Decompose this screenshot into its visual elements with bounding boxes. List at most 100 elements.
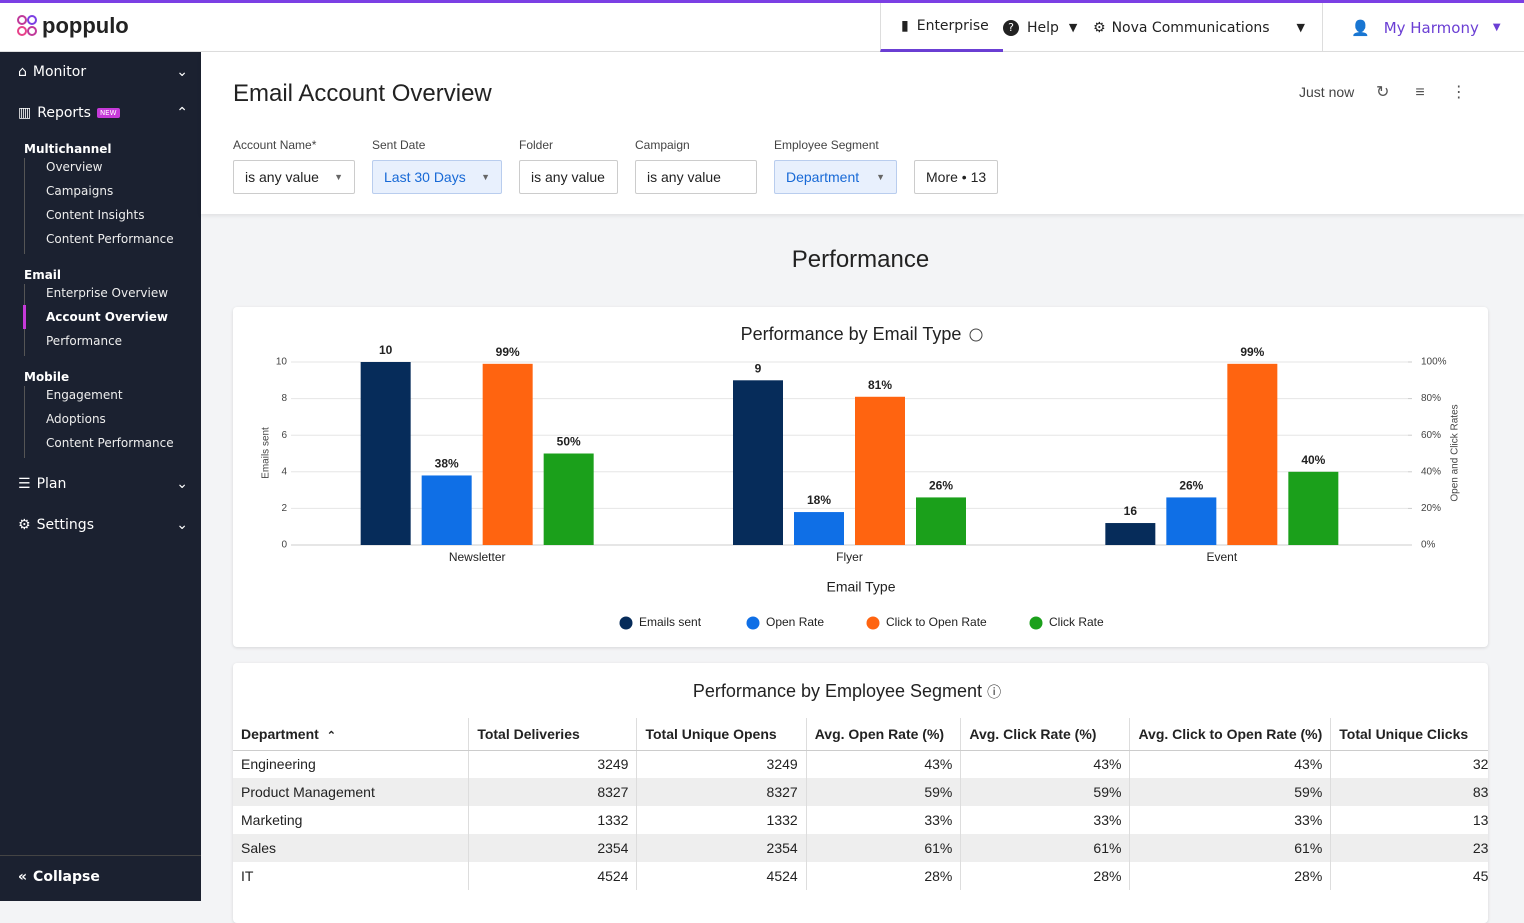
data-label: 40% [1301, 453, 1325, 467]
nav-item[interactable]: Enterprise Overview [46, 286, 169, 300]
table-cell: 1332 [1330, 806, 1488, 834]
column-header[interactable]: Department ⌃ [233, 718, 470, 751]
table-title: Performance by Employee Segment ⓘ [692, 681, 1002, 701]
toolbar-icons[interactable]: ↻≡⋮ [1376, 84, 1493, 101]
nav-item[interactable]: Engagement [46, 388, 123, 402]
filter-panel: Email Account Overview Just now ↻≡⋮ More… [201, 52, 1524, 214]
nav-item[interactable]: Overview [46, 160, 103, 174]
column-header[interactable]: Avg. Click Rate (%) [960, 718, 1131, 751]
table-cell: 2354 [636, 834, 807, 862]
section-title: Performance [791, 246, 930, 273]
updated: Just now [1299, 84, 1355, 100]
filter: Account Name* is any value ▼ [233, 138, 355, 194]
nav-label: Help [1027, 19, 1059, 36]
data-label: 99% [496, 345, 520, 359]
more-button[interactable]: More • 13 [914, 160, 999, 194]
nav-label: Reports [37, 105, 91, 121]
active-marker [23, 305, 26, 329]
filter-select[interactable]: is any value [519, 160, 618, 194]
filter-select[interactable]: Department ▼ [774, 160, 897, 194]
data-label: 99% [1240, 345, 1264, 359]
y-tick-label: 4 [281, 466, 287, 477]
table-cell: Engineering [233, 750, 470, 778]
nav-enterprise[interactable]: ▮ Enterprise [880, 3, 1003, 52]
header-row: Department ⌃ Total Deliveries Total Unique … [233, 718, 1488, 751]
y2-tick-label: 100% [1421, 357, 1447, 368]
table-cell: 3249 [1330, 750, 1488, 778]
bar [855, 396, 905, 545]
y-tick-label: 6 [281, 430, 287, 441]
y-tick-label: 0 [281, 540, 287, 551]
user-menu[interactable]: 👤 My Harmony ▼ [1322, 3, 1524, 52]
column-header[interactable]: Avg. Open Rate (%) [806, 718, 962, 751]
badge: NEW [96, 108, 120, 118]
collapse[interactable]: «Collapse [18, 869, 100, 885]
x-tick-label: Newsletter [449, 550, 506, 564]
nav-item[interactable]: Campaigns [46, 184, 114, 198]
table-cell: 8327 [636, 778, 807, 806]
more-filters[interactable]: More • 13 [914, 138, 999, 194]
data-label: 81% [868, 378, 892, 392]
nav-plan[interactable]: ☰ Plan ⌄ [18, 476, 188, 492]
column-header[interactable]: Total Unique Clicks [1330, 718, 1488, 751]
filter-select[interactable]: is any value ▼ [233, 160, 355, 194]
column-header[interactable]: Total Unique Opens [636, 718, 807, 751]
nav-item[interactable]: Content Performance [46, 232, 174, 246]
table-cell: 61% [1129, 834, 1332, 862]
legend-label[interactable]: Emails sent [639, 615, 702, 629]
x-tick-label: Flyer [836, 550, 863, 564]
legend-label[interactable]: Open Rate [766, 615, 824, 629]
table-cell: 3249 [636, 750, 807, 778]
chart: Performance by Email Type Email Type Ema… [261, 324, 1461, 630]
data-label: 18% [807, 493, 831, 507]
filter-label: Campaign [635, 138, 690, 152]
group-title: Mobile [24, 370, 70, 384]
column-title: Total Deliveries [477, 725, 580, 742]
data-label: 9 [755, 361, 762, 375]
filter-label: Sent Date [372, 138, 426, 152]
bar [360, 362, 411, 545]
table-cell: 28% [960, 862, 1131, 890]
table-title-text: Performance by Employee Segment [692, 681, 983, 701]
nav-item[interactable]: Adoptions [46, 412, 106, 426]
nav-label: Settings [36, 517, 94, 533]
y2-tick-label: 80% [1421, 393, 1441, 404]
bar [794, 512, 844, 545]
nav-help[interactable]: ? Help ▼ [1003, 3, 1077, 52]
chart-card: Performance by Email Type Email Type Ema… [233, 307, 1488, 647]
nav-item[interactable]: Performance [46, 334, 123, 348]
table-cell: 59% [960, 778, 1131, 806]
data-label: 26% [1179, 479, 1203, 493]
legend-swatch [619, 616, 633, 630]
x-axis-title: Email Type [827, 579, 896, 595]
info-icon[interactable] [969, 328, 983, 342]
y2-tick-label: 40% [1421, 466, 1441, 477]
table-cell: Sales [233, 834, 470, 862]
data-label: 16 [1124, 504, 1138, 518]
logo[interactable]: poppulo [42, 13, 129, 38]
nav-reports[interactable]: ▥ Reports NEW ⌃ [18, 105, 188, 121]
filter-label: Account Name* [233, 138, 317, 152]
group-title: Multichannel [24, 142, 112, 156]
nav-label: Monitor [32, 64, 87, 80]
legend-label[interactable]: Click Rate [1049, 615, 1104, 629]
column-header[interactable]: Total Deliveries [468, 718, 638, 751]
nav-item[interactable]: Content Insights [46, 208, 145, 222]
filter-select[interactable]: is any value [635, 160, 757, 194]
y2-tick-label: 60% [1421, 430, 1441, 441]
nav-item[interactable]: Account Overview [46, 310, 168, 324]
legend-swatch [866, 616, 880, 630]
nav-settings[interactable]: ⚙ Settings ⌄ [18, 517, 188, 533]
filter-select[interactable]: Last 30 Days ▼ [372, 160, 502, 194]
column-title: Total Unique Opens [645, 725, 777, 742]
nav-label: Nova Communications [1111, 19, 1270, 36]
collapse-label: Collapse [33, 869, 100, 885]
header: poppulo ▮ Enterprise ? Help ▼ ⚙ Nova Communi… [0, 0, 1524, 52]
nav-item[interactable]: Content Performance [46, 436, 174, 450]
y2-tick-label: 0% [1421, 540, 1436, 551]
nav-account[interactable]: ⚙ Nova Communications ▼ [1093, 19, 1305, 36]
nav-monitor[interactable]: ⌂ Monitor ⌄ [18, 64, 188, 80]
table-cell: 1332 [636, 806, 807, 834]
legend-label[interactable]: Click to Open Rate [886, 615, 987, 629]
column-header[interactable]: Avg. Click to Open Rate (%) [1129, 718, 1332, 751]
